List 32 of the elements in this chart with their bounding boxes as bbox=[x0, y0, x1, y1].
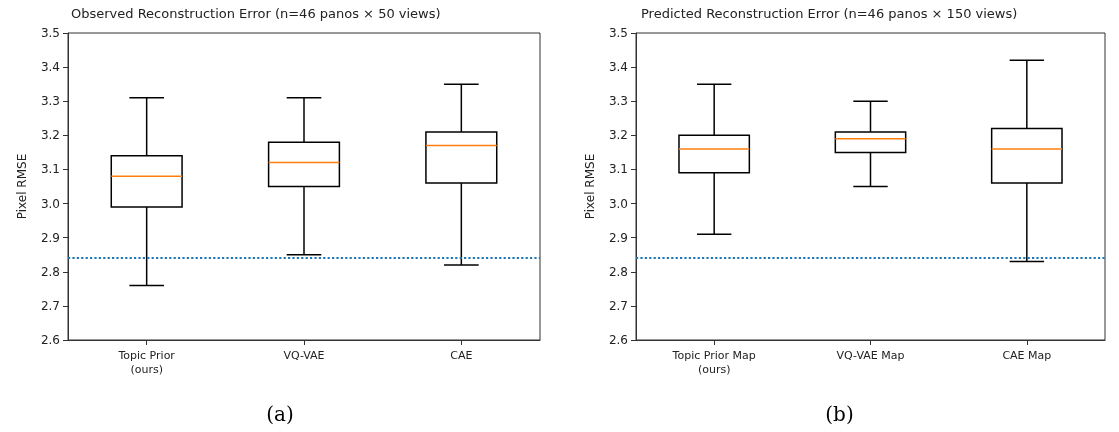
y-tick-label: 3.0 bbox=[40, 196, 60, 211]
y-axis-title: Pixel RMSE bbox=[15, 153, 29, 220]
y-tick-label: 3.4 bbox=[40, 60, 60, 75]
y-tick-label: 2.9 bbox=[608, 230, 628, 245]
x-tick-label: CAE bbox=[450, 348, 473, 362]
y-tick-label: 3.0 bbox=[608, 196, 628, 211]
x-tick-label: CAE Map bbox=[1002, 348, 1052, 362]
y-tick-label: 3.1 bbox=[40, 162, 60, 177]
x-tick-label: Topic Prior (ours) bbox=[117, 348, 176, 376]
y-tick-label: 3.1 bbox=[608, 162, 628, 177]
y-tick-label: 3.5 bbox=[608, 26, 628, 40]
text: (b) bbox=[825, 402, 854, 426]
chart-title: Observed Reconstruction Error (n=46 panos × 50 views) bbox=[71, 6, 441, 21]
y-tick-label: 2.6 bbox=[40, 333, 60, 347]
y-tick-label: 3.3 bbox=[40, 94, 60, 109]
y-tick-label: 3.3 bbox=[608, 94, 628, 109]
x-tick-label: VQ-VAE Map bbox=[836, 348, 905, 362]
y-tick-label: 2.8 bbox=[608, 264, 628, 279]
y-tick-label: 2.7 bbox=[40, 298, 60, 313]
y-tick-label: 3.4 bbox=[608, 60, 628, 75]
x-tick-label: Topic Prior Map (ours) bbox=[671, 348, 756, 376]
y-tick-label: 3.2 bbox=[40, 128, 60, 143]
y-tick-label: 2.8 bbox=[40, 264, 60, 279]
x-tick-label: VQ-VAE bbox=[283, 348, 325, 362]
y-tick-label: 3.5 bbox=[40, 26, 60, 40]
y-tick-label: 2.9 bbox=[40, 230, 60, 245]
y-tick-label: 2.7 bbox=[608, 298, 628, 313]
y-axis-title: Pixel RMSE bbox=[583, 153, 597, 220]
chart-title: Predicted Reconstruction Error (n=46 panos × 150 views) bbox=[641, 6, 1018, 21]
text: (a) bbox=[266, 402, 294, 426]
y-tick-label: 2.6 bbox=[608, 333, 628, 347]
y-tick-label: 3.2 bbox=[608, 128, 628, 143]
